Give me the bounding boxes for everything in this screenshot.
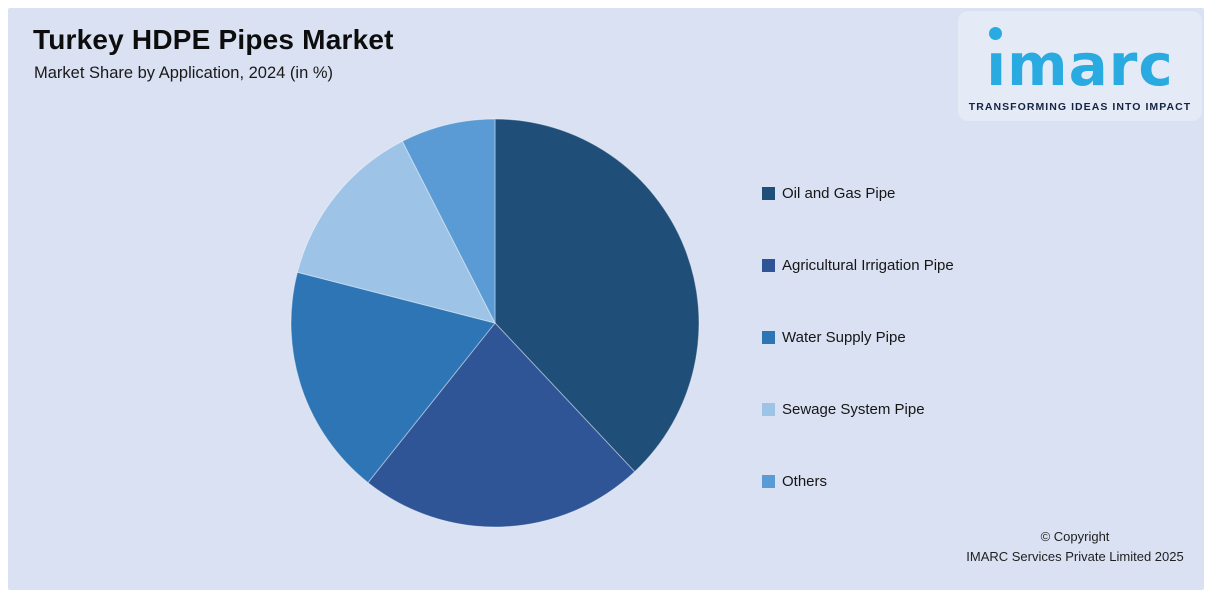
- copyright-line2: IMARC Services Private Limited 2025: [966, 549, 1184, 564]
- legend-item-agricultural-irrigation-pipe: Agricultural Irrigation Pipe: [762, 255, 954, 275]
- copyright-notice: © Copyright IMARC Services Private Limit…: [935, 527, 1212, 567]
- imarc-wordmark-text: ımarc: [986, 31, 1174, 99]
- chart-panel: Turkey HDPE Pipes Market Market Share by…: [8, 8, 1204, 590]
- copyright-line1: © Copyright: [1040, 529, 1110, 544]
- legend-swatch-agricultural-irrigation-pipe: [762, 258, 775, 272]
- pie-slice-agricultural-irrigation-pipe: [367, 322, 636, 528]
- legend-swatch-water-supply-pipe: [762, 330, 775, 344]
- imarc-wordmark: ımarc: [986, 27, 1173, 94]
- pie-slice-sewage-system-pipe: [296, 140, 496, 324]
- legend-swatch-others: [762, 474, 775, 488]
- chart-legend: Oil and Gas Pipe Agricultural Irrigation …: [762, 183, 954, 491]
- legend-label: Agricultural Irrigation Pipe: [782, 256, 954, 274]
- pie-slice-others: [401, 118, 496, 324]
- chart-subtitle: Market Share by Application, 2024 (in %): [34, 64, 333, 82]
- legend-swatch-sewage-system-pipe: [762, 402, 775, 416]
- pie-slice-water-supply-pipe: [290, 271, 496, 484]
- legend-label: Others: [782, 472, 828, 490]
- chart-title: Turkey HDPE Pipes Market: [33, 24, 394, 55]
- pie-chart: [290, 118, 700, 528]
- logo-i-dot-icon: [989, 27, 1003, 40]
- legend-item-sewage-system-pipe: Sewage System Pipe: [762, 399, 954, 419]
- legend-item-oil-and-gas-pipe: Oil and Gas Pipe: [762, 183, 954, 203]
- legend-swatch-oil-and-gas-pipe: [762, 186, 775, 200]
- legend-item-others: Others: [762, 471, 954, 491]
- pie-chart-svg: [290, 118, 700, 528]
- imarc-logo: ımarc TRANSFORMING IDEAS INTO IMPACT: [958, 11, 1202, 121]
- pie-slice-oil-and-gas-pipe: [494, 118, 700, 473]
- logo-tagline: TRANSFORMING IDEAS INTO IMPACT: [968, 101, 1192, 113]
- legend-label: Water Supply Pipe: [782, 328, 906, 346]
- legend-label: Sewage System Pipe: [782, 400, 925, 418]
- legend-item-water-supply-pipe: Water Supply Pipe: [762, 327, 954, 347]
- legend-label: Oil and Gas Pipe: [782, 184, 896, 202]
